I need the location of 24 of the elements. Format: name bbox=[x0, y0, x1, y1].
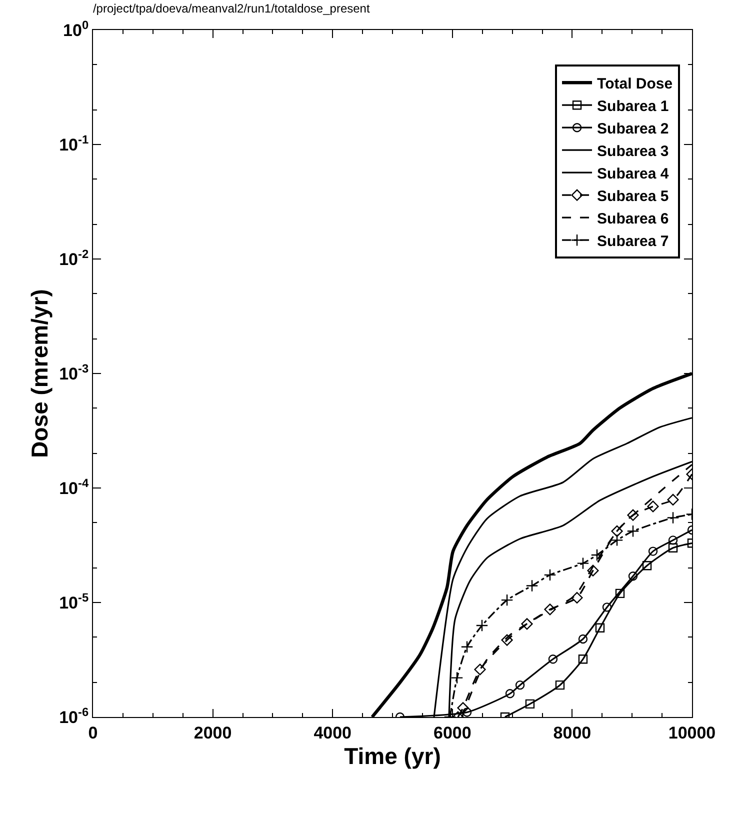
legend-label: Subarea 5 bbox=[597, 188, 669, 205]
y-tick-label: 10$^{0}$ bbox=[63, 18, 89, 40]
legend-label: Subarea 7 bbox=[597, 232, 669, 250]
legend-label: Total Dose bbox=[597, 75, 673, 92]
y-tick-label: 10$^{-6}$ bbox=[59, 704, 89, 727]
legend-label: Subarea 2 bbox=[597, 120, 669, 138]
legend-label: Subarea 1 bbox=[597, 98, 669, 115]
x-tick-label: 10000 bbox=[668, 723, 716, 742]
y-axis-title: Dose (mrem/yr) bbox=[26, 289, 53, 458]
y-tick-label: 10$^{-2}$ bbox=[59, 246, 89, 269]
y-tick-label: 10$^{-5}$ bbox=[59, 590, 89, 612]
legend-label: Subarea 6 bbox=[597, 210, 669, 228]
x-tick-label: 6000 bbox=[433, 723, 472, 742]
y-tick-label: 10$^{-3}$ bbox=[59, 361, 89, 384]
y-tick-label: 10$^{-4}$ bbox=[59, 476, 89, 498]
y-tick-label: 10$^{-1}$ bbox=[59, 132, 89, 154]
legend-label: Subarea 4 bbox=[597, 165, 670, 182]
legend-label: Subarea 3 bbox=[597, 142, 669, 160]
chart-title: /project/tpa/doeva/meanval2/run1/totaldose_present bbox=[92, 1, 370, 16]
x-tick-label: 0 bbox=[88, 723, 98, 742]
x-tick-label: 4000 bbox=[314, 723, 352, 742]
x-tick-label: 2000 bbox=[194, 723, 232, 742]
x-axis-title: Time (yr) bbox=[344, 743, 441, 769]
x-tick-label: 8000 bbox=[553, 723, 592, 742]
